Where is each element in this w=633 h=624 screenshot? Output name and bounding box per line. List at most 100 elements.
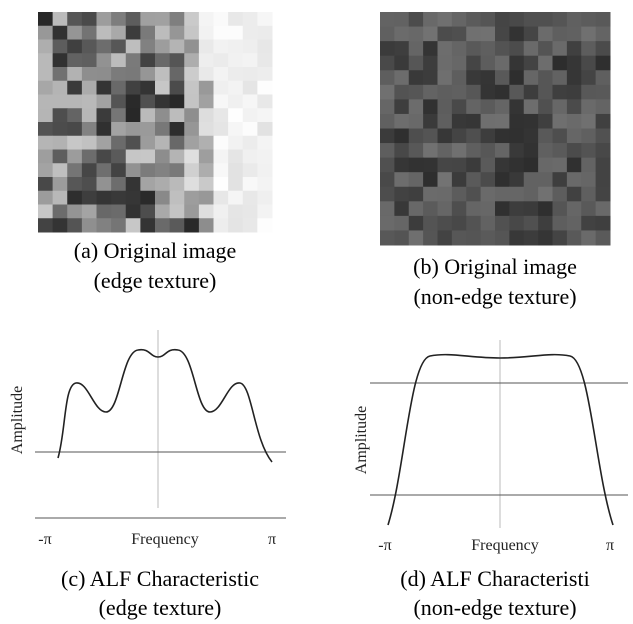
pixel — [524, 99, 539, 114]
pixel — [111, 12, 126, 26]
pixel — [82, 218, 97, 232]
pixel — [67, 218, 82, 232]
pixel — [538, 129, 553, 144]
pixel — [199, 205, 214, 219]
pixel — [199, 218, 214, 232]
pixel — [38, 95, 53, 109]
pixel — [214, 26, 229, 40]
pixel — [228, 122, 243, 136]
pixel — [394, 158, 409, 173]
pixel — [257, 163, 272, 177]
pixel — [38, 53, 53, 67]
caption: (d) ALF Characteristi — [400, 566, 589, 591]
pixel — [155, 150, 170, 164]
pixel — [170, 12, 185, 26]
pixel — [111, 205, 126, 219]
pixel — [243, 136, 258, 150]
pixel — [423, 187, 438, 202]
pixel — [538, 216, 553, 231]
pixel — [581, 114, 596, 129]
pixel — [553, 114, 568, 129]
pixel — [155, 205, 170, 219]
pixel — [184, 150, 199, 164]
pixel — [380, 99, 395, 114]
pixel — [481, 201, 496, 216]
pixel — [214, 205, 229, 219]
pixel — [524, 70, 539, 85]
pixel — [394, 143, 409, 158]
pixel — [67, 191, 82, 205]
pixel — [380, 158, 395, 173]
pixel — [170, 191, 185, 205]
pixel — [524, 216, 539, 231]
pixel — [184, 95, 199, 109]
pixel — [38, 163, 53, 177]
pixel — [524, 56, 539, 71]
pixel — [438, 70, 453, 85]
pixel — [380, 114, 395, 129]
pixel — [423, 12, 438, 27]
pixel — [553, 158, 568, 173]
pixel — [409, 230, 424, 245]
pixel — [380, 41, 395, 56]
pixel — [170, 122, 185, 136]
edge-texture-image — [38, 12, 273, 233]
pixel — [438, 85, 453, 100]
pixel — [199, 95, 214, 109]
pixel — [214, 163, 229, 177]
pixel — [567, 129, 582, 144]
pixel — [581, 129, 596, 144]
pixel — [111, 191, 126, 205]
pixel — [423, 114, 438, 129]
pixel — [140, 108, 155, 122]
pixel — [380, 129, 395, 144]
pixel — [481, 158, 496, 173]
pixel — [214, 95, 229, 109]
pixel — [67, 26, 82, 40]
pixel — [409, 56, 424, 71]
pixel — [38, 136, 53, 150]
pixel — [495, 114, 510, 129]
pixel — [596, 216, 611, 231]
pixel — [567, 27, 582, 42]
pixel — [524, 41, 539, 56]
pixel — [155, 108, 170, 122]
pixel — [596, 172, 611, 187]
pixel — [553, 41, 568, 56]
pixel — [481, 41, 496, 56]
pixel — [409, 216, 424, 231]
pixel — [466, 230, 481, 245]
pixel — [214, 67, 229, 81]
pixel — [257, 53, 272, 67]
pixel — [394, 85, 409, 100]
pixel — [394, 201, 409, 216]
pixel — [214, 12, 229, 26]
pixel — [199, 108, 214, 122]
pixel — [53, 12, 68, 26]
pixel — [82, 191, 97, 205]
pixel — [452, 187, 467, 202]
pixel — [214, 40, 229, 54]
pixel — [466, 129, 481, 144]
pixel — [466, 158, 481, 173]
pixel — [140, 53, 155, 67]
pixel — [452, 158, 467, 173]
pixel — [257, 12, 272, 26]
pixel — [509, 187, 524, 202]
pixel — [97, 177, 112, 191]
pixel — [495, 129, 510, 144]
pixel — [394, 99, 409, 114]
pixel — [53, 218, 68, 232]
pixel — [243, 163, 258, 177]
pixel — [581, 201, 596, 216]
pixel — [82, 150, 97, 164]
pixel — [214, 218, 229, 232]
pixel — [155, 218, 170, 232]
pixel — [438, 129, 453, 144]
pixel — [409, 187, 424, 202]
pixel — [243, 177, 258, 191]
pixel — [111, 108, 126, 122]
x-label: Frequency — [471, 537, 539, 554]
pixel — [438, 12, 453, 27]
pixel — [170, 177, 185, 191]
